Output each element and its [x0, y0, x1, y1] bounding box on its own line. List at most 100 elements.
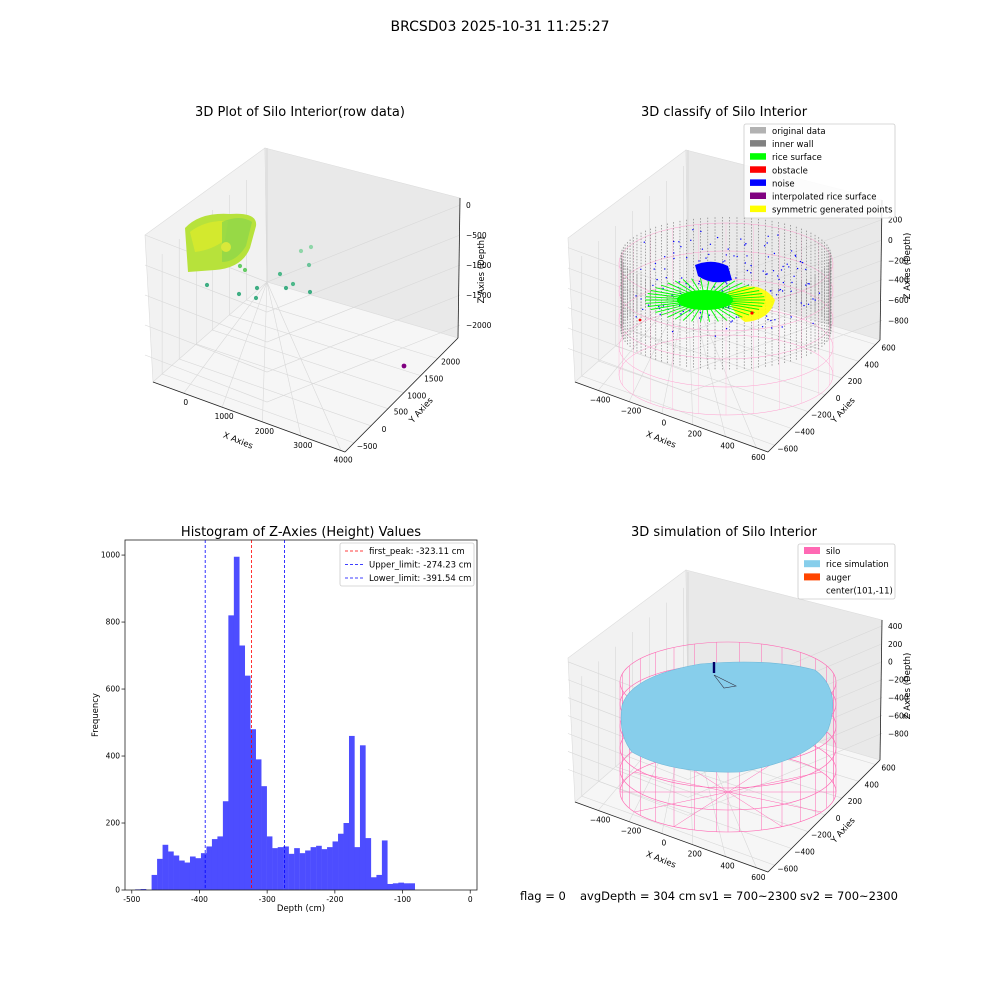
noise-point — [800, 302, 802, 304]
histogram-bar — [222, 801, 229, 890]
histogram-bar — [195, 858, 202, 890]
noise-point — [640, 268, 642, 270]
grid-line — [144, 264, 461, 343]
noise-point — [812, 298, 814, 300]
legend-label: rice simulation — [826, 560, 889, 570]
noise-point — [736, 255, 738, 258]
noise-point — [698, 283, 700, 285]
histogram-bar — [359, 745, 366, 890]
legend-label: auger — [826, 573, 851, 583]
histogram-bar — [294, 848, 300, 890]
grid-line — [598, 241, 792, 429]
noise-point — [671, 294, 673, 296]
simulation-silo-model — [619, 641, 837, 833]
noise-point — [716, 236, 719, 239]
noise-point — [682, 310, 684, 313]
noise-point — [708, 253, 710, 256]
scatter-point — [307, 289, 313, 295]
grid-line — [649, 196, 843, 379]
noise-point — [643, 241, 645, 243]
noise-point — [812, 322, 814, 325]
histogram-bar — [321, 849, 328, 890]
noise-point — [765, 315, 768, 317]
noise-point — [794, 254, 796, 256]
noise-point — [735, 277, 737, 279]
simulation-z-axis — [879, 619, 883, 761]
noise-point — [796, 267, 799, 270]
histogram-bar — [365, 838, 372, 890]
y-tick-label: 200 — [848, 377, 863, 386]
grid-line — [144, 234, 461, 313]
noise-point — [779, 288, 782, 291]
x-tick-label: -400 — [191, 895, 208, 904]
x-tick-label: -200 — [326, 895, 343, 904]
histogram-bar — [266, 836, 273, 890]
histogram-bar — [184, 862, 191, 890]
y-tick-label: 2000 — [441, 358, 460, 367]
histogram-bar — [228, 615, 235, 890]
noise-point — [725, 281, 727, 283]
obstacle-point — [750, 311, 754, 315]
histogram-bar — [173, 855, 180, 890]
legend-swatch — [804, 547, 820, 554]
noise-point — [724, 260, 726, 262]
scatter-point — [242, 267, 248, 273]
legend-swatch — [804, 573, 820, 581]
raw-z-axis-label: Z Axies (Depth) — [477, 237, 487, 304]
legend-label: interpolated rice surface — [772, 193, 877, 203]
legend-swatch — [750, 179, 766, 186]
y-tick-label: −600 — [777, 444, 798, 453]
raw-z-axis — [457, 197, 461, 339]
noise-point — [761, 326, 764, 328]
noise-point — [727, 306, 730, 308]
noise-point — [801, 261, 804, 264]
obstacle-point — [638, 318, 642, 322]
noise-point — [767, 318, 769, 321]
noise-point — [799, 260, 802, 263]
z-tick-label: −400 — [888, 694, 909, 703]
histogram-bar — [244, 675, 251, 890]
z-tick-label: −200 — [888, 256, 909, 265]
noise-point — [775, 294, 778, 296]
grid-line — [567, 320, 883, 393]
noise-point — [701, 248, 704, 250]
scatter-point — [401, 363, 407, 369]
histogram-legend-entries: first_peak: -323.11 cm Upper_limit: -274.… — [345, 547, 472, 584]
noise-point — [652, 284, 654, 287]
simulation-x-axis-label: X Axies — [644, 850, 677, 871]
legend-label: first_peak: -323.11 cm — [369, 547, 465, 557]
raw-rice-hole — [221, 242, 231, 252]
x-tick-label: -100 — [394, 895, 411, 904]
histogram-bar — [162, 844, 169, 890]
noise-point — [735, 316, 738, 318]
auger-blade — [713, 674, 737, 689]
noise-point — [665, 277, 667, 279]
noise-point — [780, 269, 783, 271]
noise-point — [730, 321, 732, 323]
noise-point — [689, 310, 691, 312]
flag-text: flag = 0 — [520, 889, 566, 903]
legend-label: symmetric generated points — [772, 206, 893, 216]
x-tick-label: −200 — [621, 827, 642, 836]
x-tick-label: 1000 — [215, 412, 234, 421]
y-tick-label: 400 — [865, 360, 880, 369]
noise-point — [680, 246, 682, 248]
histogram-bar — [354, 847, 361, 890]
noise-point — [731, 320, 733, 322]
panel-histogram: Histogram of Z-Axies (Height) Values -50… — [91, 525, 478, 914]
classify-legend-entries: original data inner wall rice surface obsta… — [750, 127, 893, 216]
y-tick-label: 800 — [106, 618, 121, 627]
legend-label: noise — [772, 179, 795, 189]
histogram-bar — [140, 889, 147, 890]
x-tick-label: 600 — [751, 453, 766, 462]
x-tick-label: −400 — [590, 395, 611, 404]
legend-swatch — [750, 192, 766, 199]
x-tick-label: 2000 — [255, 427, 274, 436]
z-tick-label: −200 — [888, 676, 909, 685]
simulation-x-axis — [574, 801, 769, 873]
histogram-bar — [338, 833, 344, 890]
noise-point — [708, 314, 710, 316]
histogram-y-axis-label: Frequency — [91, 693, 101, 737]
grid-line — [144, 324, 461, 403]
x-tick-label: 0 — [468, 895, 473, 904]
